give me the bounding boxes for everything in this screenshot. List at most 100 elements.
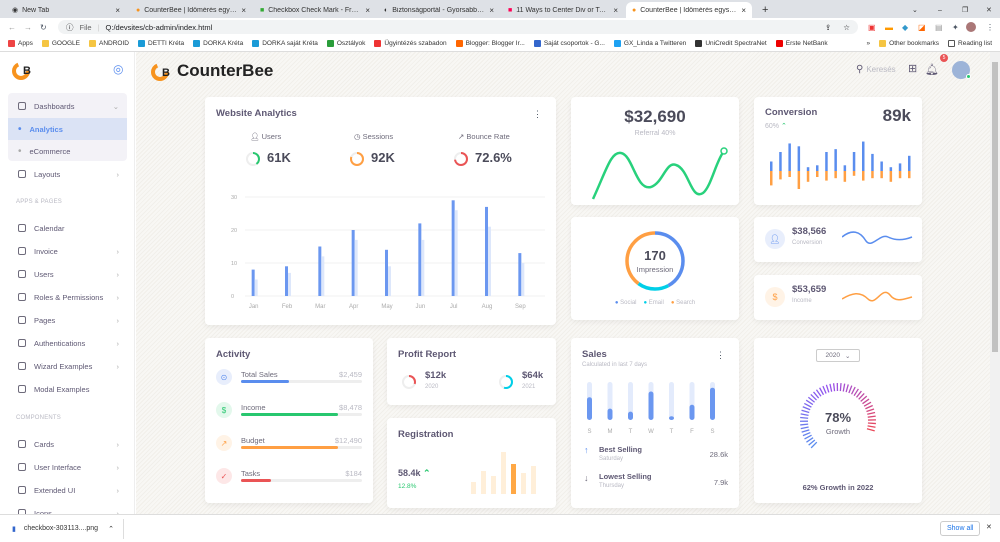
tab[interactable]: ■ 11 Ways to Center Div or Text in × <box>508 5 618 15</box>
sidebar-item-layouts[interactable]: Layouts › <box>8 163 127 185</box>
extension-icon[interactable]: ◪ <box>918 22 926 32</box>
address-bar[interactable]: ⓘ File | Q:/devsites/cb-admin/index.html … <box>58 20 858 34</box>
conversion-bar-up <box>834 149 837 171</box>
sidebar-item-invoice[interactable]: Invoice › <box>8 240 127 262</box>
gauge-tick <box>858 393 865 400</box>
bookmark-icon <box>533 40 541 47</box>
close-tab-icon[interactable]: × <box>241 5 246 15</box>
sparkline <box>842 231 913 244</box>
show-all-button[interactable]: Show all <box>940 521 981 536</box>
bookmark-item[interactable]: ANDROID <box>89 40 129 47</box>
bookmark-item[interactable]: Saját csoportok - G... <box>533 40 605 47</box>
sidebar-item-users[interactable]: Users › <box>8 263 127 285</box>
sidebar-item-dashboards[interactable]: Dashboards ⌄ <box>8 95 127 117</box>
notification-badge: 5 <box>940 54 948 62</box>
sidebar-item-wizard-examples[interactable]: Wizard Examples › <box>8 355 127 377</box>
forward-icon[interactable]: → <box>24 22 32 32</box>
bookmark-item[interactable]: Osztályok <box>326 40 365 47</box>
sidebar-item-modal-examples[interactable]: Modal Examples <box>8 378 127 400</box>
more-options-icon[interactable]: ⋮ <box>716 350 725 360</box>
conversion-bar-up <box>779 152 782 171</box>
reload-icon[interactable]: ↻ <box>40 22 47 32</box>
year-select[interactable]: 2020 ⌄ <box>816 349 860 362</box>
star-icon[interactable]: ☆ <box>843 22 850 32</box>
more-bookmarks-icon[interactable]: » <box>866 40 871 47</box>
sidebar-item-authentications[interactable]: Authentications › <box>8 332 127 354</box>
gauge-tick <box>862 398 870 405</box>
tab[interactable]: ● CounterBee | Időmérés egyszerű × <box>136 5 246 15</box>
bookmark-item[interactable]: DORKA saját Kréta <box>252 40 318 47</box>
extension-icon[interactable]: ◆ <box>902 22 909 32</box>
sidebar-item-cards[interactable]: Cards › <box>8 433 127 455</box>
referral-label: Referral 40% <box>634 130 676 137</box>
chevron-up-icon[interactable]: ⌃ <box>108 525 114 533</box>
bookmark-item[interactable]: Blogger: Blogger Ir... <box>455 40 525 47</box>
bar-series-2 <box>288 272 291 296</box>
bookmark-icon <box>8 40 15 47</box>
profile-avatar[interactable] <box>966 22 976 32</box>
bookmark-item[interactable]: GOOGLE <box>41 40 80 47</box>
close-tab-icon[interactable]: × <box>613 5 618 15</box>
close-tab-icon[interactable]: × <box>115 5 120 15</box>
sidebar-item-user-interface[interactable]: User Interface › <box>8 456 127 478</box>
apps-grid-icon[interactable]: ⊞ <box>908 63 918 75</box>
bookmark-item[interactable]: GX_Linda a Twitteren <box>613 40 686 47</box>
reading-list[interactable]: Reading list <box>948 40 992 47</box>
sidebar-item-analytics[interactable]: • Analytics <box>8 118 127 140</box>
close-window-button[interactable]: ✕ <box>986 7 992 14</box>
extension-icon[interactable]: ▬ <box>885 22 893 32</box>
chevron-right-icon: › <box>116 338 120 348</box>
sidebar-toggle-icon[interactable]: ◎ <box>113 62 124 76</box>
download-item[interactable]: checkbox-303113....png <box>23 525 99 532</box>
sidebar-item-extended-ui[interactable]: Extended UI › <box>8 479 127 501</box>
sidebar-item-icons[interactable]: Icons › <box>8 502 127 514</box>
puzzle-icon[interactable]: ✦ <box>952 22 959 32</box>
tab[interactable]: ◐ Biztonságportál - Gyorsabbá vált × <box>384 5 494 15</box>
sidebar-item-calendar[interactable]: Calendar <box>8 217 127 239</box>
gauge-tick <box>839 383 842 392</box>
tab[interactable]: ◉ New Tab × <box>12 5 120 15</box>
tab[interactable]: ■Checkbox Check Mark - Free vec× <box>260 5 370 15</box>
chevron-up-icon: ⌃ <box>780 123 787 130</box>
conversion-bar-down <box>843 171 847 182</box>
close-tab-icon[interactable]: × <box>489 5 494 15</box>
tab-search-icon[interactable]: ⌄ <box>912 7 918 14</box>
growth-label: Growth <box>825 427 851 436</box>
gauge-tick <box>832 383 836 392</box>
bookmark-item[interactable]: Ügyintézés szabadon <box>374 40 447 47</box>
search-button[interactable]: ⚲ Keresés <box>856 64 896 75</box>
analytics-bar-chart: 0 10 20 30 Jan Feb Mar Apr May Jun Jul Aug Sep <box>231 195 545 310</box>
extension-icon[interactable]: ▣ <box>868 22 876 32</box>
close-download-bar-icon[interactable]: ✕ <box>986 524 992 531</box>
bookmark-item[interactable]: Apps <box>8 40 33 47</box>
sidebar-item-roles-permissions[interactable]: Roles & Permissions › <box>8 286 127 308</box>
brand[interactable]: B CounterBee <box>150 60 273 82</box>
new-tab-button[interactable]: + <box>762 4 769 16</box>
share-icon[interactable]: ⇪ <box>824 22 832 32</box>
sidebar-item-ecommerce[interactable]: • eCommerce <box>18 145 71 157</box>
other-bookmarks[interactable]: Other bookmarks <box>879 40 939 47</box>
minimize-button[interactable]: – <box>938 6 942 14</box>
scrollbar[interactable] <box>990 52 1000 514</box>
address-toolbar: ← → ↻ ⓘ File | Q:/devsites/cb-admin/index… <box>0 18 1000 36</box>
close-tab-icon[interactable]: × <box>741 5 746 15</box>
bell-icon[interactable]: 🔔︎ <box>925 64 939 76</box>
sidebar-item-pages[interactable]: Pages › <box>8 309 127 331</box>
bookmark-item[interactable]: UniCredit SpectraNet <box>695 40 767 47</box>
chevron-down-icon: ⌄ <box>845 352 851 360</box>
bookmark-item[interactable]: DETTI Kréta <box>138 40 184 47</box>
menu-icon[interactable]: ⋮ <box>986 22 994 32</box>
counterbee-logo[interactable]: B <box>12 58 34 80</box>
close-tab-icon[interactable]: × <box>365 5 370 15</box>
activity-icon: ↗ <box>216 435 232 451</box>
extension-icon[interactable]: ▤ <box>935 22 943 32</box>
bar-series-1 <box>418 223 422 296</box>
bookmark-item[interactable]: DORKA Kréta <box>193 40 243 47</box>
user-avatar[interactable] <box>952 61 971 79</box>
tab-active[interactable]: ● CounterBee | Időmérés egyszerű × <box>626 2 752 18</box>
bookmark-item[interactable]: Erste NetBank <box>775 40 828 47</box>
more-options-icon[interactable]: ⋮ <box>533 109 542 119</box>
back-icon[interactable]: ← <box>8 22 16 32</box>
gauge-tick <box>802 406 811 411</box>
maximize-button[interactable]: ❐ <box>962 7 969 14</box>
